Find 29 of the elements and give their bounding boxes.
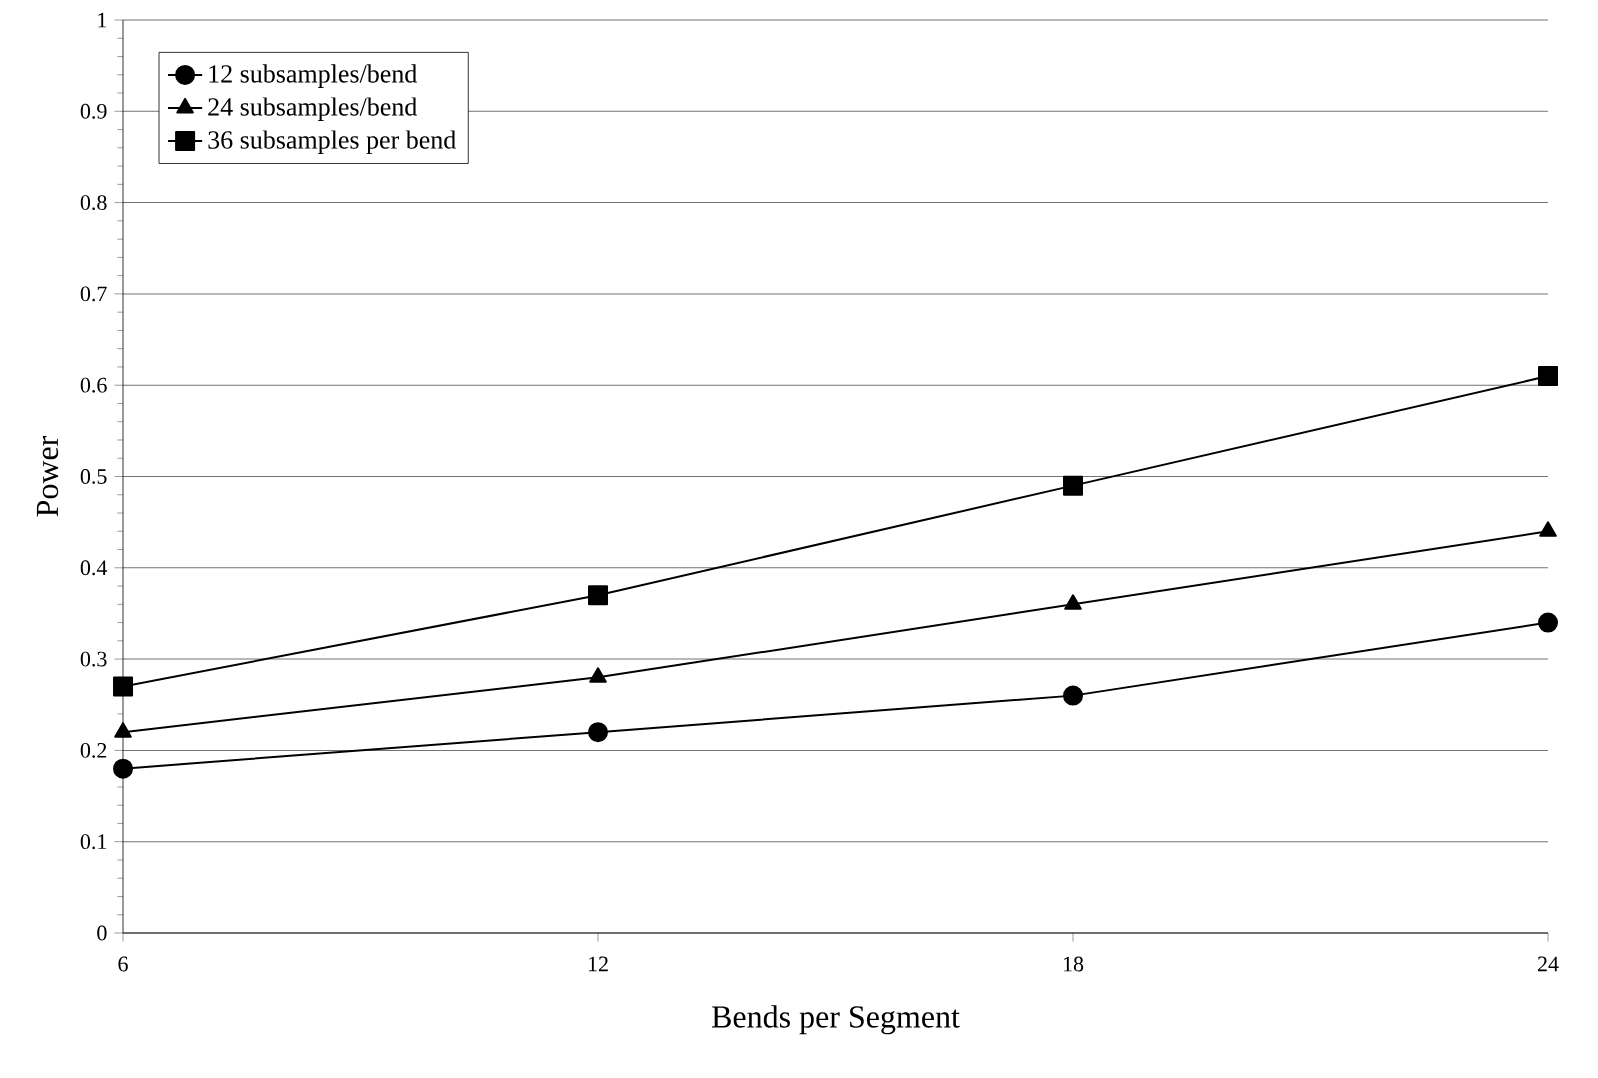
point — [1063, 475, 1084, 496]
y-tick-label: 0.7 — [80, 286, 107, 302]
y-tick-label: 0.8 — [80, 195, 107, 211]
point — [588, 585, 609, 606]
x-tick-label: 18 — [1063, 956, 1084, 972]
x-tick-label: 24 — [1537, 956, 1559, 972]
point — [114, 722, 132, 738]
point — [113, 758, 134, 779]
y-tick-label: 0.3 — [80, 651, 107, 667]
point — [113, 676, 134, 697]
y-tick-label: 0.1 — [80, 834, 107, 850]
point — [1538, 612, 1559, 633]
legend-label: 36 subsamples per bend — [208, 130, 456, 154]
point — [588, 722, 609, 743]
y-tick-label: 0.2 — [80, 742, 107, 758]
y-tick-label: 0.5 — [80, 469, 107, 484]
y-tick-label: 1 — [98, 12, 107, 28]
y-tick-label: 0.9 — [80, 103, 107, 119]
y-axis-title: Power — [36, 435, 59, 517]
y-tick-label: 0.6 — [80, 377, 107, 393]
y-tick-label: 0 — [97, 925, 107, 941]
x-axis-title: Bends per Segment — [712, 1005, 960, 1035]
y-tick-label: 0.4 — [80, 560, 108, 576]
point — [1063, 685, 1084, 706]
x-tick-label: 6 — [118, 956, 128, 972]
legend-label: 24 subsamples/bend — [208, 97, 417, 121]
point — [1538, 366, 1559, 387]
x-tick-label: 12 — [588, 956, 608, 972]
legend-label: 12 subsamples/bend — [209, 64, 417, 88]
